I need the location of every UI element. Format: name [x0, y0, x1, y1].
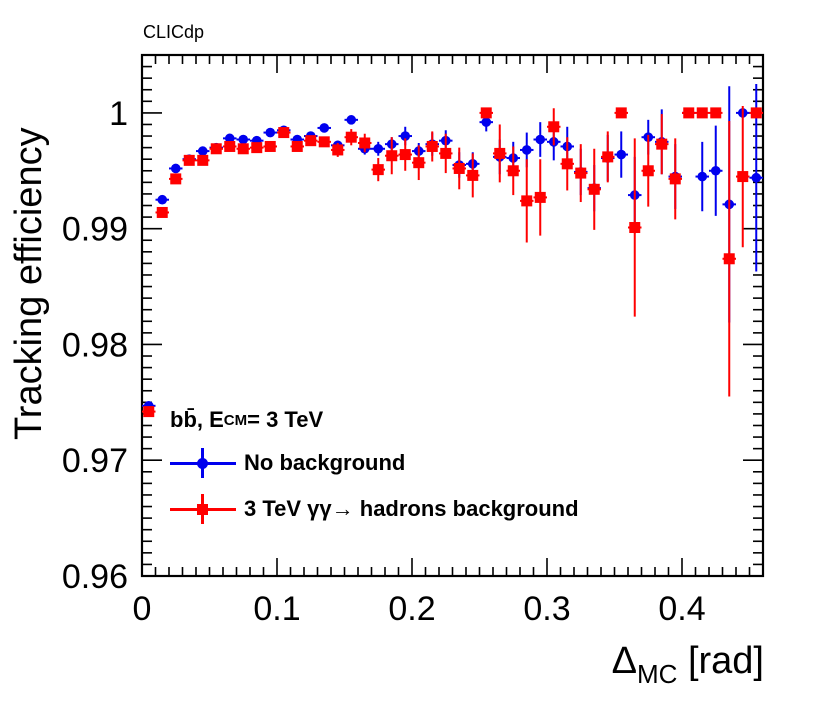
data-point — [278, 127, 290, 139]
x-tick-label: 0.2 — [388, 590, 435, 628]
y-tick-label: 0.97 — [62, 442, 128, 480]
series-no-background — [142, 83, 763, 411]
x-axis-label-sub: MC — [636, 659, 678, 689]
legend-entry-hadrons-background: 3 TeV γγ→ hadrons background — [170, 486, 579, 532]
series-hadrons-background — [142, 105, 763, 418]
y-tick-label: 0.98 — [62, 326, 128, 364]
data-point — [170, 163, 181, 174]
data-point — [426, 140, 438, 152]
data-point — [400, 131, 411, 141]
data-point — [170, 173, 182, 185]
data-point — [413, 157, 425, 169]
data-point — [548, 121, 560, 133]
data-point — [373, 143, 384, 154]
y-tick-label: 1 — [109, 95, 128, 133]
data-point — [521, 145, 532, 155]
x-axis-label-main: Δ — [611, 640, 637, 682]
data-point — [345, 131, 357, 143]
data-point — [481, 117, 492, 127]
legend-marker-circle-icon — [170, 448, 236, 478]
data-point — [616, 149, 627, 160]
data-point — [440, 147, 452, 159]
data-point — [197, 146, 208, 156]
data-point — [264, 140, 276, 152]
data-point — [224, 140, 236, 152]
legend-title-rest: = 3 TeV — [247, 407, 324, 432]
data-point — [750, 107, 762, 119]
legend-marker-square-icon — [170, 494, 236, 524]
data-point — [629, 222, 641, 234]
data-point — [697, 171, 708, 182]
axis-ticks — [141, 54, 764, 577]
data-point — [197, 154, 209, 166]
data-point — [291, 140, 303, 152]
y-tick-label: 0.99 — [62, 211, 128, 249]
data-point — [386, 150, 398, 162]
data-point — [251, 142, 263, 154]
data-point — [359, 137, 371, 149]
data-point — [642, 165, 654, 177]
axis-tick-labels: 0 0.1 0.2 0.3 0.4 0.96 0.97 0.98 0.99 1 — [62, 95, 706, 628]
legend-label-hadrons-background: 3 TeV γγ→ hadrons background — [244, 496, 579, 521]
data-point — [602, 151, 614, 163]
data-point — [157, 194, 168, 205]
data-point — [588, 183, 600, 195]
data-point — [318, 136, 330, 148]
data-point — [467, 169, 479, 181]
data-point — [224, 133, 235, 144]
data-point — [710, 165, 721, 176]
x-tick-label: 0.3 — [523, 590, 570, 628]
data-point — [507, 165, 519, 177]
data-point — [561, 158, 573, 170]
x-tick-label: 0.1 — [253, 590, 300, 628]
x-axis-label-rest: [rad] — [677, 640, 764, 682]
data-point — [723, 253, 735, 265]
x-tick-label: 0.4 — [658, 590, 705, 628]
data-point — [319, 123, 330, 133]
legend-title-main: bb̄, E — [170, 407, 224, 432]
data-point — [521, 195, 533, 207]
data-point — [237, 143, 249, 155]
data-point — [238, 134, 249, 145]
legend: bb̄, E CM = 3 TeV No background 3 TeV γγ→… — [170, 400, 579, 532]
legend-title-sub: CM — [223, 411, 248, 429]
data-point — [737, 171, 749, 183]
data-point — [710, 107, 722, 119]
data-point — [183, 154, 195, 166]
data-point — [656, 138, 668, 150]
data-point — [372, 164, 384, 176]
data-point — [615, 107, 627, 119]
data-point — [156, 206, 168, 218]
legend-entry-no-background: No background — [170, 440, 579, 486]
data-point — [265, 127, 276, 138]
data-point — [399, 149, 411, 161]
x-tick-label: 0 — [133, 590, 152, 628]
data-point — [332, 144, 344, 156]
legend-title: bb̄, E CM = 3 TeV — [170, 400, 579, 440]
data-point — [494, 147, 506, 159]
data-point — [305, 135, 317, 147]
y-tick-label: 0.96 — [62, 558, 128, 596]
data-point — [534, 191, 546, 203]
legend-label-no-background: No background — [244, 450, 406, 475]
data-point — [683, 107, 695, 119]
data-point — [669, 173, 681, 185]
data-point — [696, 107, 708, 119]
experiment-label: CLICdp — [143, 22, 205, 42]
data-point — [751, 172, 762, 183]
data-point — [210, 143, 222, 155]
data-point — [575, 167, 587, 179]
data-point — [346, 115, 357, 125]
y-axis-label: Tracking efficiency — [8, 127, 50, 440]
data-point — [453, 162, 465, 174]
data-series — [142, 83, 763, 418]
x-axis-label: ΔMC [rad] — [612, 640, 764, 690]
data-point — [480, 107, 492, 119]
data-point — [143, 406, 155, 418]
data-point — [535, 134, 546, 145]
